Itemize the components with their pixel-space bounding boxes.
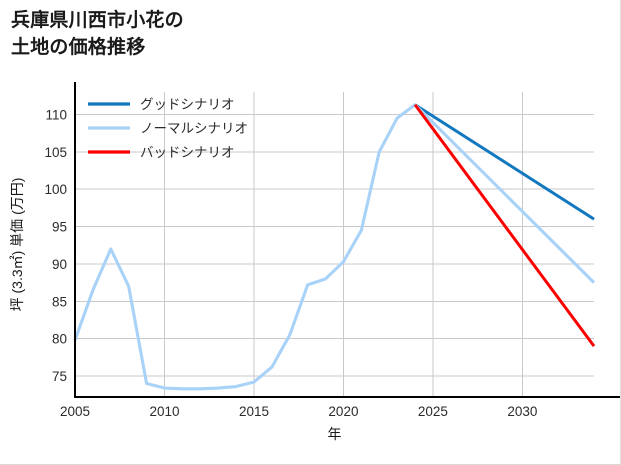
axis-titles: 年 坪 (3.3㎡) 単価 (万円) xyxy=(9,178,342,442)
series-line-bad xyxy=(413,103,596,348)
legend-label: グッドシナリオ xyxy=(140,97,235,112)
series-lines xyxy=(73,103,596,391)
y-tick-label: 105 xyxy=(44,145,67,160)
x-axis-title: 年 xyxy=(328,426,342,442)
y-tick-labels: 75 80 85 90 95 100 105 110 xyxy=(44,107,67,384)
y-axis-title: 坪 (3.3㎡) 単価 (万円) xyxy=(9,178,25,312)
y-tick-label: 100 xyxy=(44,182,67,197)
y-tick-label: 90 xyxy=(52,257,67,272)
y-tick-label: 80 xyxy=(52,332,67,347)
x-tick-label: 2010 xyxy=(149,404,179,419)
y-tick-label: 85 xyxy=(52,294,67,309)
x-tick-label: 2020 xyxy=(328,404,358,419)
series-line-normal xyxy=(73,103,596,391)
legend-label: バッドシナリオ xyxy=(140,145,235,160)
series-line-good xyxy=(414,103,595,221)
y-tick-label: 75 xyxy=(52,369,67,384)
y-tick-label: 110 xyxy=(45,107,67,122)
axis-spines xyxy=(73,82,620,399)
chart-title: 兵庫県川西市小花の 土地の価格推移 xyxy=(11,10,184,58)
x-tick-label: 2025 xyxy=(418,404,448,419)
x-tick-label: 2015 xyxy=(239,404,269,419)
legend-label: ノーマルシナリオ xyxy=(140,121,248,136)
x-tick-label: 2005 xyxy=(60,404,90,419)
x-tick-labels: 2005 2010 2015 2020 2025 2030 xyxy=(60,404,537,419)
y-gridlines xyxy=(75,113,594,377)
x-tick-label: 2030 xyxy=(507,404,537,419)
y-tick-label: 95 xyxy=(52,220,67,235)
